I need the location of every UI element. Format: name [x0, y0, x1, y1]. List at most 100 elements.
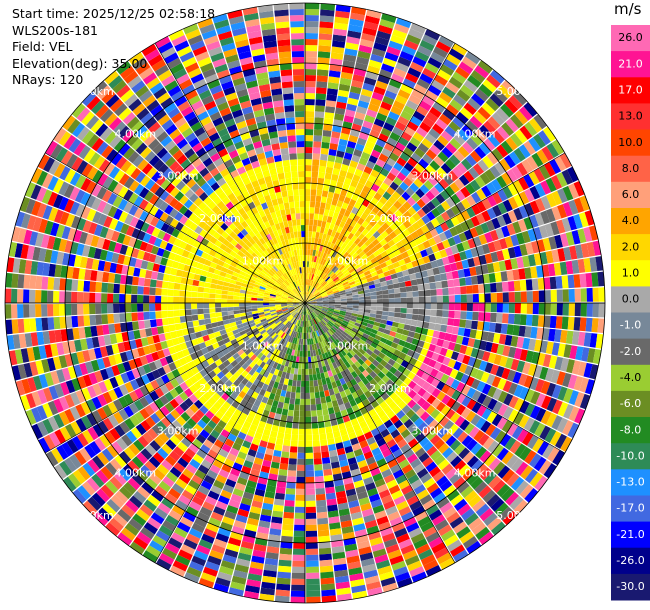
range-gate: [310, 304, 317, 307]
range-gate: [328, 280, 334, 286]
range-gate: [464, 249, 473, 259]
range-gate: [385, 247, 394, 255]
range-gate: [328, 210, 335, 218]
range-gate: [369, 227, 377, 235]
range-gate: [289, 355, 294, 362]
range-gate: [356, 415, 365, 424]
range-gate: [352, 297, 359, 301]
range-gate: [506, 169, 518, 183]
range-gate: [435, 118, 448, 130]
range-gate: [325, 364, 331, 372]
range-gate: [401, 251, 409, 259]
range-gate: [322, 306, 329, 310]
range-gate: [353, 117, 364, 126]
range-gate: [438, 265, 446, 274]
range-gate: [290, 596, 305, 603]
range-gate: [23, 304, 30, 318]
range-gate: [419, 334, 427, 342]
range-gate: [268, 411, 276, 419]
range-gate: [309, 306, 315, 311]
range-gate: [308, 285, 311, 292]
range-gate: [418, 548, 433, 561]
range-gate: [352, 174, 361, 183]
range-gate: [468, 167, 480, 179]
range-gate: [346, 426, 355, 435]
range-gate: [313, 129, 323, 136]
range-gate: [77, 280, 85, 292]
range-gate: [269, 430, 278, 438]
range-gate: [457, 503, 472, 516]
range-gate: [382, 243, 391, 251]
range-gate: [350, 219, 357, 228]
range-gate: [358, 303, 365, 306]
range-gate: [506, 423, 518, 437]
range-gate: [407, 67, 422, 78]
range-gate: [333, 310, 340, 314]
range-gate: [382, 255, 391, 262]
range-gate: [412, 384, 422, 394]
range-gate: [499, 158, 511, 172]
range-gate: [442, 295, 449, 303]
range-gate: [563, 404, 574, 419]
range-gate: [315, 195, 322, 203]
range-gate: [373, 432, 383, 442]
range-gate: [359, 276, 367, 282]
range-gate: [266, 385, 273, 393]
range-gate: [398, 479, 410, 490]
range-gate: [412, 374, 421, 384]
range-gate: [191, 291, 198, 298]
range-gate: [389, 516, 403, 527]
range-gate: [434, 454, 446, 466]
range-gate: [349, 283, 357, 288]
range-gate: [595, 333, 604, 349]
range-gate: [522, 255, 530, 268]
range-gate: [415, 447, 426, 458]
range-gate: [355, 247, 363, 255]
range-gate: [410, 22, 426, 34]
range-gate: [380, 348, 389, 355]
range-gate: [324, 420, 332, 428]
range-gate: [401, 131, 413, 142]
range-gate: [529, 214, 539, 228]
range-gate: [155, 311, 162, 319]
range-gate: [305, 255, 308, 261]
range-gate: [291, 572, 305, 579]
range-gate: [398, 281, 406, 288]
range-gate: [171, 504, 185, 516]
range-gate: [440, 324, 448, 333]
range-gate: [475, 446, 487, 459]
range-gate: [342, 331, 349, 337]
range-gate: [305, 279, 308, 286]
range-gate: [436, 475, 449, 487]
range-gate: [336, 200, 344, 208]
range-gate: [390, 326, 398, 333]
range-gate: [169, 565, 186, 578]
range-gate: [343, 339, 350, 346]
range-gate: [406, 225, 416, 234]
range-gate: [329, 64, 342, 72]
range-gate: [358, 44, 373, 54]
range-gate: [383, 270, 391, 277]
range-gate: [428, 509, 443, 521]
range-gate: [549, 315, 557, 329]
range-gate: [348, 320, 356, 325]
range-gate: [484, 454, 497, 467]
range-gate: [305, 392, 310, 399]
range-gate: [266, 365, 273, 373]
range-gate: [180, 544, 196, 556]
range-gate: [346, 140, 357, 149]
range-gate: [35, 275, 43, 290]
range-gate: [347, 494, 358, 503]
range-gate: [274, 444, 283, 452]
range-gate: [305, 75, 316, 82]
range-gate: [540, 195, 552, 210]
range-gate: [491, 217, 501, 230]
range-gate: [263, 569, 277, 578]
range-gate: [362, 318, 369, 324]
range-gate: [462, 354, 471, 365]
range-gate: [322, 215, 328, 222]
range-gate: [300, 326, 303, 333]
range-gate: [320, 291, 327, 295]
range-gate: [382, 95, 395, 106]
range-gate: [494, 323, 502, 334]
